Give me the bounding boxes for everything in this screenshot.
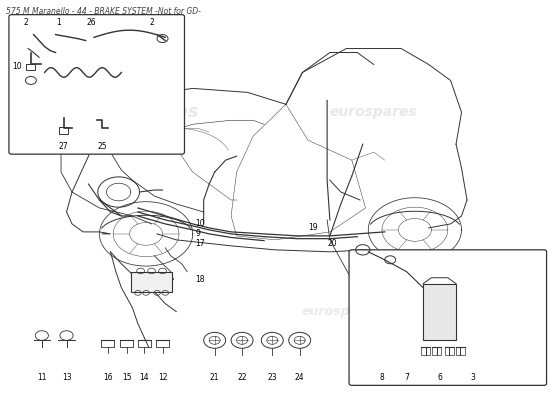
Text: spares: spares: [131, 103, 199, 121]
Bar: [432, 348, 441, 355]
Text: 23: 23: [267, 373, 277, 382]
Text: 2: 2: [23, 18, 28, 27]
Bar: [131, 272, 172, 292]
Text: 10: 10: [195, 220, 205, 228]
Text: 575 M Maranello - 44 - BRAKE SYSTEM -Not for GD-: 575 M Maranello - 44 - BRAKE SYSTEM -Not…: [6, 7, 201, 16]
Text: 21: 21: [210, 373, 219, 382]
Text: 20: 20: [327, 239, 337, 248]
Text: 7: 7: [404, 373, 409, 382]
Bar: [59, 128, 68, 134]
Text: 27: 27: [59, 142, 69, 151]
Text: 26: 26: [86, 18, 96, 27]
Text: 16: 16: [103, 373, 113, 382]
Text: 14: 14: [140, 373, 149, 382]
Text: 3: 3: [470, 373, 475, 382]
Bar: [423, 284, 456, 340]
Text: 12: 12: [158, 373, 167, 382]
Text: 6: 6: [437, 373, 442, 382]
Bar: [456, 348, 465, 355]
Text: eurospares: eurospares: [301, 305, 381, 318]
Text: 9: 9: [195, 229, 200, 238]
Text: 1: 1: [56, 18, 60, 27]
Text: 2: 2: [149, 18, 154, 27]
Bar: [26, 64, 35, 70]
Text: 8: 8: [379, 373, 384, 382]
Text: 18: 18: [195, 275, 205, 284]
Text: 13: 13: [62, 373, 72, 382]
FancyBboxPatch shape: [349, 250, 547, 385]
Bar: [421, 348, 430, 355]
Text: 24: 24: [295, 373, 305, 382]
Text: 15: 15: [122, 373, 131, 382]
Text: 25: 25: [97, 142, 107, 151]
Text: 22: 22: [238, 373, 247, 382]
Bar: [445, 348, 454, 355]
Text: 19: 19: [308, 224, 317, 232]
Text: 17: 17: [195, 239, 205, 248]
FancyBboxPatch shape: [9, 15, 184, 154]
Text: eurospares: eurospares: [330, 105, 417, 119]
Text: 10: 10: [12, 62, 22, 71]
Text: 11: 11: [37, 373, 47, 382]
